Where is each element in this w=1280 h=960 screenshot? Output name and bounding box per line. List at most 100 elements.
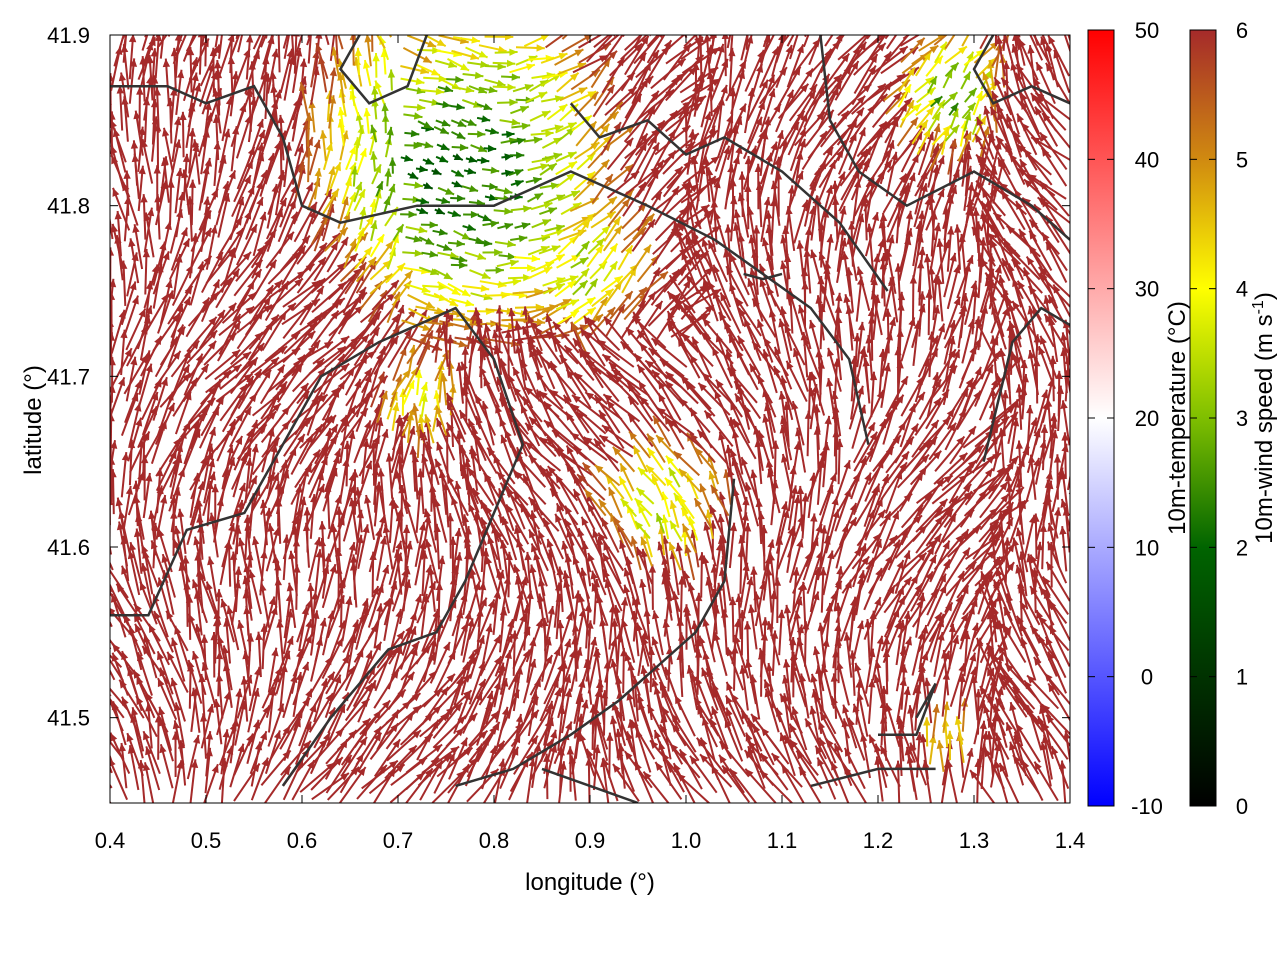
wind-vector <box>402 250 423 257</box>
wind-vector-head <box>376 603 383 612</box>
wind-vector-head <box>460 144 468 151</box>
wind-vector-head <box>529 565 536 574</box>
wind-vector-shaft <box>297 9 310 53</box>
wind-vector <box>452 181 463 188</box>
wind-vector-head <box>229 170 236 179</box>
wind-vector <box>216 0 232 35</box>
wind-vector-head <box>304 507 311 515</box>
wind-vector <box>401 78 425 85</box>
wind-vector <box>111 46 122 90</box>
wind-vector <box>497 223 513 230</box>
wind-vector <box>510 64 535 73</box>
wind-vector <box>526 177 542 184</box>
wind-vector-shaft <box>87 750 112 788</box>
wind-vector-head <box>468 119 477 126</box>
wind-vector-head <box>408 211 416 218</box>
wind-vector <box>450 195 465 202</box>
wind-vector-head <box>452 210 461 217</box>
wind-vector <box>515 222 531 229</box>
wind-vector-head <box>157 529 164 538</box>
wind-vector-head <box>235 567 242 575</box>
wind-vector-head <box>382 565 389 574</box>
wind-vector <box>276 619 283 664</box>
wind-vector <box>93 607 110 649</box>
wind-vector-head <box>483 103 492 110</box>
wind-vector-head <box>419 522 426 531</box>
wind-vector-head <box>504 208 513 215</box>
wind-vector <box>280 434 305 472</box>
wind-vector <box>468 131 486 138</box>
wind-vector-head <box>132 224 139 233</box>
wind-vector-head <box>92 586 99 595</box>
wind-vector <box>354 57 362 86</box>
wind-vector <box>485 128 499 135</box>
wind-vector <box>266 0 276 38</box>
wind-vector-head <box>122 23 129 32</box>
wind-vector <box>448 240 465 247</box>
wind-vector <box>495 187 512 194</box>
wind-vector <box>112 0 130 31</box>
wind-vector-shaft <box>309 0 313 38</box>
wind-vector-head <box>496 267 504 274</box>
wind-vector-head <box>482 214 491 221</box>
wind-vector <box>95 730 112 773</box>
wind-vector-head <box>556 229 565 236</box>
wind-vector-shaft <box>254 0 265 31</box>
wind-vector-head <box>107 0 114 9</box>
wind-vector-head <box>370 22 377 31</box>
wind-vector-head <box>451 497 458 506</box>
wind-vector-shaft <box>92 586 112 627</box>
wind-vector-head <box>505 33 513 40</box>
wind-vector <box>434 127 449 134</box>
wind-vector-head <box>514 321 521 330</box>
wind-vector <box>264 767 290 804</box>
wind-vector-head <box>345 596 352 605</box>
wind-vector-head <box>271 648 278 657</box>
wind-vector-head <box>262 24 269 33</box>
wind-vector-head <box>363 60 370 69</box>
wind-vector-head <box>240 0 247 3</box>
wind-vector-head <box>331 14 338 23</box>
wind-vector <box>438 188 454 195</box>
wind-vector <box>546 26 577 48</box>
wind-vector-shaft <box>205 21 206 67</box>
wind-vector-head <box>436 442 443 451</box>
wind-vector-shaft <box>100 264 107 309</box>
wind-vector <box>158 707 171 751</box>
wind-vector-head <box>108 111 115 119</box>
wind-vector-head <box>101 510 108 519</box>
wind-vector-head <box>238 538 245 547</box>
wind-vector-head <box>127 733 134 742</box>
wind-vector <box>386 453 393 498</box>
wind-vector <box>89 667 109 708</box>
wind-vector-head <box>101 227 108 236</box>
wind-vector <box>328 0 340 34</box>
wind-vector-head <box>477 131 485 138</box>
wind-vector-head <box>76 690 85 698</box>
wind-vector-head <box>362 524 369 533</box>
wind-vector <box>128 745 139 790</box>
wind-vector-head <box>566 612 573 621</box>
wind-vector-shaft <box>103 560 128 598</box>
wind-vector <box>532 219 551 227</box>
wind-vector-head <box>290 5 297 14</box>
wind-vector-head <box>97 264 104 273</box>
wind-vector <box>452 144 469 151</box>
wind-vector-head <box>262 758 269 767</box>
wind-vector-shaft <box>529 18 563 32</box>
wind-vector-shaft <box>122 0 143 39</box>
wind-vector <box>100 61 111 106</box>
wind-vector-head <box>548 606 555 615</box>
wind-vector <box>403 104 425 111</box>
wind-vector-head <box>535 20 544 27</box>
wind-vector-head <box>359 207 366 216</box>
wind-vector-head <box>126 486 133 495</box>
wind-vector-head <box>372 53 379 61</box>
wind-vector <box>527 619 543 662</box>
wind-vector-shaft <box>104 227 109 272</box>
wind-vector <box>462 185 478 192</box>
wind-vector-shaft <box>101 563 109 608</box>
wind-vector-head <box>97 681 105 690</box>
wind-vector-head <box>364 495 371 504</box>
wind-vector <box>408 295 435 308</box>
